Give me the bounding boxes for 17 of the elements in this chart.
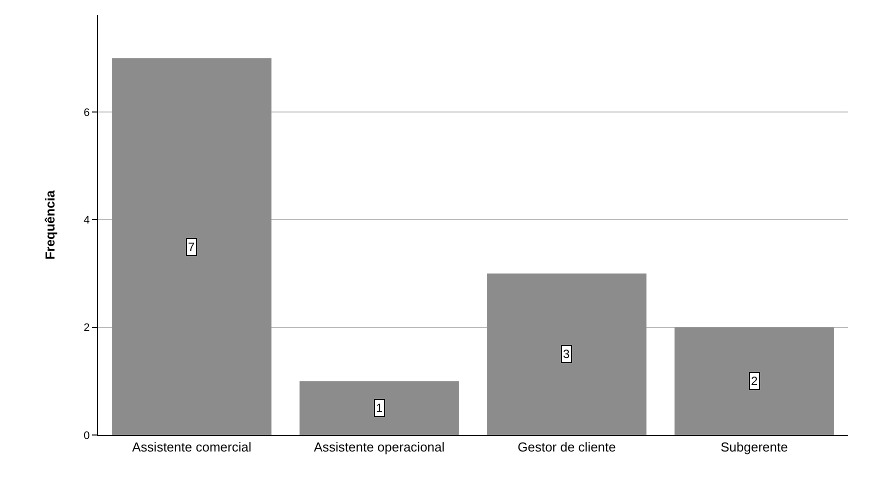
y-tick-label: 0 [84, 430, 90, 442]
data-label: 1 [376, 401, 383, 415]
data-label: 2 [751, 374, 758, 388]
bar [112, 58, 272, 435]
data-label: 3 [563, 347, 570, 361]
bar [487, 273, 646, 435]
x-tick-label: Assistente operacional [314, 440, 445, 455]
y-tick-label: 2 [84, 322, 90, 334]
bar [300, 381, 459, 435]
y-axis-title: Frequência [42, 190, 58, 260]
y-tick-label: 4 [84, 214, 90, 226]
x-tick-label: Assistente comercial [132, 440, 252, 455]
y-tick-label: 6 [84, 106, 90, 119]
x-tick-label: Subgerente [720, 440, 788, 455]
bar [674, 327, 834, 435]
data-label: 7 [188, 240, 195, 254]
x-tick-label: Gestor de cliente [518, 440, 616, 455]
